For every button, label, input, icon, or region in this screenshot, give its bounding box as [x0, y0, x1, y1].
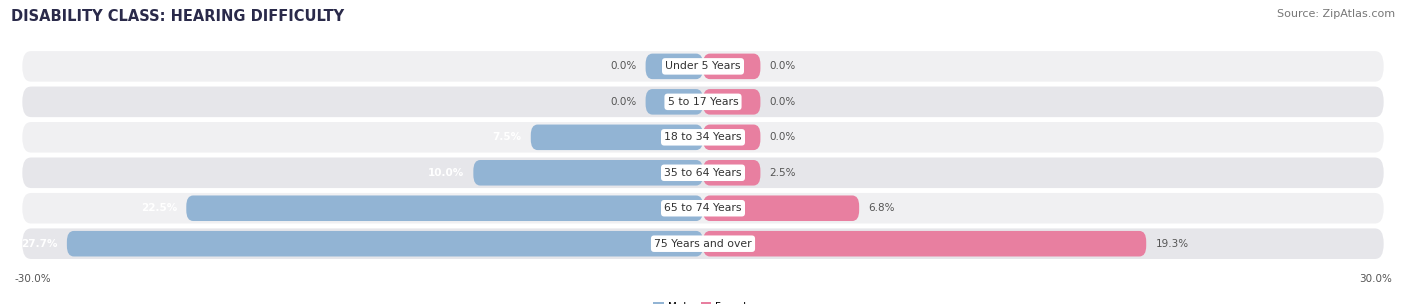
- FancyBboxPatch shape: [703, 54, 761, 79]
- Text: 65 to 74 Years: 65 to 74 Years: [664, 203, 742, 213]
- Text: 0.0%: 0.0%: [769, 132, 796, 142]
- Text: 18 to 34 Years: 18 to 34 Years: [664, 132, 742, 142]
- Text: -30.0%: -30.0%: [14, 274, 51, 284]
- Text: 0.0%: 0.0%: [610, 61, 637, 71]
- Text: 30.0%: 30.0%: [1360, 274, 1392, 284]
- Text: 0.0%: 0.0%: [610, 97, 637, 107]
- FancyBboxPatch shape: [186, 195, 703, 221]
- Text: 0.0%: 0.0%: [769, 97, 796, 107]
- Text: 35 to 64 Years: 35 to 64 Years: [664, 168, 742, 178]
- Text: 10.0%: 10.0%: [427, 168, 464, 178]
- FancyBboxPatch shape: [703, 195, 859, 221]
- FancyBboxPatch shape: [645, 89, 703, 115]
- FancyBboxPatch shape: [21, 227, 1385, 261]
- Text: 2.5%: 2.5%: [769, 168, 796, 178]
- FancyBboxPatch shape: [645, 54, 703, 79]
- Text: Under 5 Years: Under 5 Years: [665, 61, 741, 71]
- FancyBboxPatch shape: [21, 85, 1385, 119]
- FancyBboxPatch shape: [21, 121, 1385, 154]
- Text: DISABILITY CLASS: HEARING DIFFICULTY: DISABILITY CLASS: HEARING DIFFICULTY: [11, 9, 344, 24]
- FancyBboxPatch shape: [531, 125, 703, 150]
- Text: 75 Years and over: 75 Years and over: [654, 239, 752, 249]
- Text: 5 to 17 Years: 5 to 17 Years: [668, 97, 738, 107]
- FancyBboxPatch shape: [21, 50, 1385, 83]
- Text: 19.3%: 19.3%: [1156, 239, 1188, 249]
- Text: 27.7%: 27.7%: [21, 239, 58, 249]
- Text: 0.0%: 0.0%: [769, 61, 796, 71]
- Text: 6.8%: 6.8%: [869, 203, 894, 213]
- FancyBboxPatch shape: [21, 192, 1385, 225]
- Text: Source: ZipAtlas.com: Source: ZipAtlas.com: [1277, 9, 1395, 19]
- Text: 22.5%: 22.5%: [141, 203, 177, 213]
- Text: 7.5%: 7.5%: [492, 132, 522, 142]
- FancyBboxPatch shape: [703, 231, 1146, 257]
- FancyBboxPatch shape: [67, 231, 703, 257]
- FancyBboxPatch shape: [703, 89, 761, 115]
- Legend: Male, Female: Male, Female: [650, 298, 756, 304]
- FancyBboxPatch shape: [21, 156, 1385, 189]
- FancyBboxPatch shape: [703, 160, 761, 185]
- FancyBboxPatch shape: [703, 125, 761, 150]
- FancyBboxPatch shape: [474, 160, 703, 185]
